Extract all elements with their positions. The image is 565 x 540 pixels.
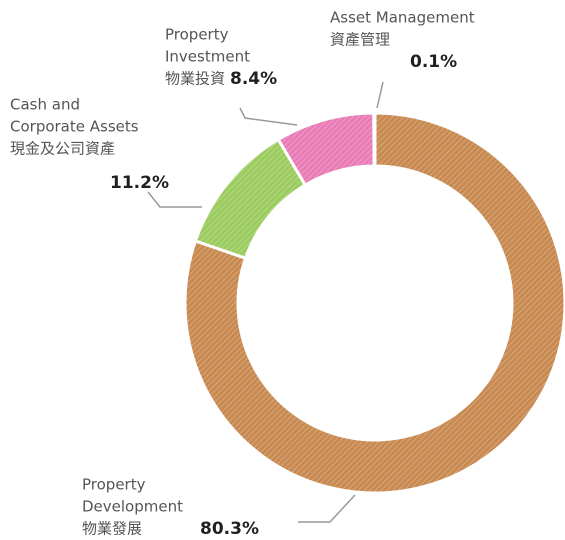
- slice-label: Property: [165, 26, 229, 44]
- slice-label: Investment: [165, 48, 250, 66]
- donut: [183, 111, 565, 495]
- slice: [372, 111, 377, 168]
- slice-label: Property: [82, 476, 146, 494]
- leader-line: [298, 494, 356, 523]
- slice-label: 資產管理: [330, 31, 390, 49]
- value-label: 11.2%: [110, 173, 169, 193]
- slice-label: 物業發展: [82, 520, 142, 538]
- slice-label: Cash and: [10, 96, 80, 114]
- value-label: 8.4%: [230, 69, 277, 89]
- slice-label: Corporate Assets: [10, 118, 139, 136]
- slice-label: Asset Management: [330, 9, 475, 27]
- slice-label: 現金及公司資產: [10, 140, 115, 158]
- value-label: 80.3%: [200, 519, 259, 539]
- slice-label: Development: [82, 498, 183, 516]
- slice-label: 物業投資: [165, 70, 225, 88]
- leader-line: [376, 81, 384, 109]
- leader-line: [147, 191, 202, 208]
- value-label: 0.1%: [410, 52, 457, 72]
- leader-line: [239, 107, 298, 126]
